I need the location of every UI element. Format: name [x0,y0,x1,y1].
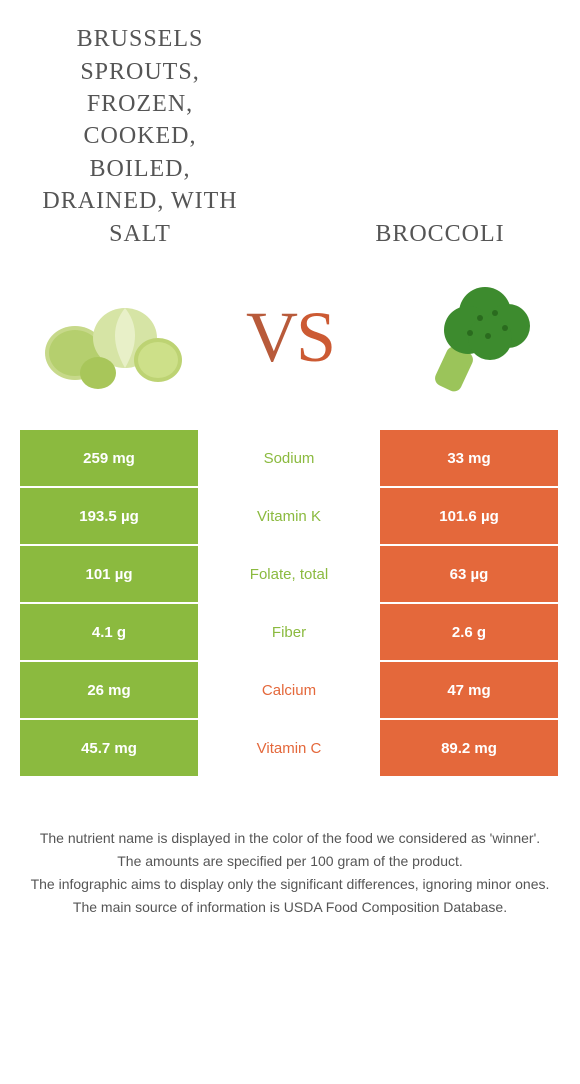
cell-label: Calcium [200,662,378,718]
footer-line: The infographic aims to display only the… [20,874,560,895]
cell-right-value: 101.6 µg [380,488,558,544]
footer-notes: The nutrient name is displayed in the co… [0,778,580,918]
images-row: VS [0,250,580,430]
footer-line: The nutrient name is displayed in the co… [20,828,560,849]
cell-right-value: 63 µg [380,546,558,602]
cell-left-value: 101 µg [20,546,198,602]
footer-line: The main source of information is USDA F… [20,897,560,918]
table-row: 101 µg Folate, total 63 µg [20,546,560,602]
table-row: 26 mg Calcium 47 mg [20,662,560,718]
vs-s: S [296,297,334,377]
vs-v: V [246,297,296,377]
brussels-sprouts-image [30,273,190,403]
cell-label: Folate, total [200,546,378,602]
table-row: 259 mg Sodium 33 mg [20,430,560,486]
cell-left-value: 45.7 mg [20,720,198,776]
cell-left-value: 193.5 µg [20,488,198,544]
food-title-left: Brussels sprouts, frozen, cooked, boiled… [30,23,250,250]
broccoli-image [390,273,550,403]
cell-right-value: 89.2 mg [380,720,558,776]
cell-label: Sodium [200,430,378,486]
food-title-right: Broccoli [330,218,550,250]
cell-left-value: 26 mg [20,662,198,718]
vs-label: VS [246,296,334,379]
footer-line: The amounts are specified per 100 gram o… [20,851,560,872]
cell-right-value: 2.6 g [380,604,558,660]
cell-label: Vitamin C [200,720,378,776]
cell-label: Fiber [200,604,378,660]
nutrition-table: 259 mg Sodium 33 mg 193.5 µg Vitamin K 1… [20,430,560,776]
cell-right-value: 33 mg [380,430,558,486]
cell-label: Vitamin K [200,488,378,544]
cell-right-value: 47 mg [380,662,558,718]
table-row: 193.5 µg Vitamin K 101.6 µg [20,488,560,544]
header: Brussels sprouts, frozen, cooked, boiled… [0,0,580,250]
cell-left-value: 259 mg [20,430,198,486]
table-row: 45.7 mg Vitamin C 89.2 mg [20,720,560,776]
cell-left-value: 4.1 g [20,604,198,660]
table-row: 4.1 g Fiber 2.6 g [20,604,560,660]
